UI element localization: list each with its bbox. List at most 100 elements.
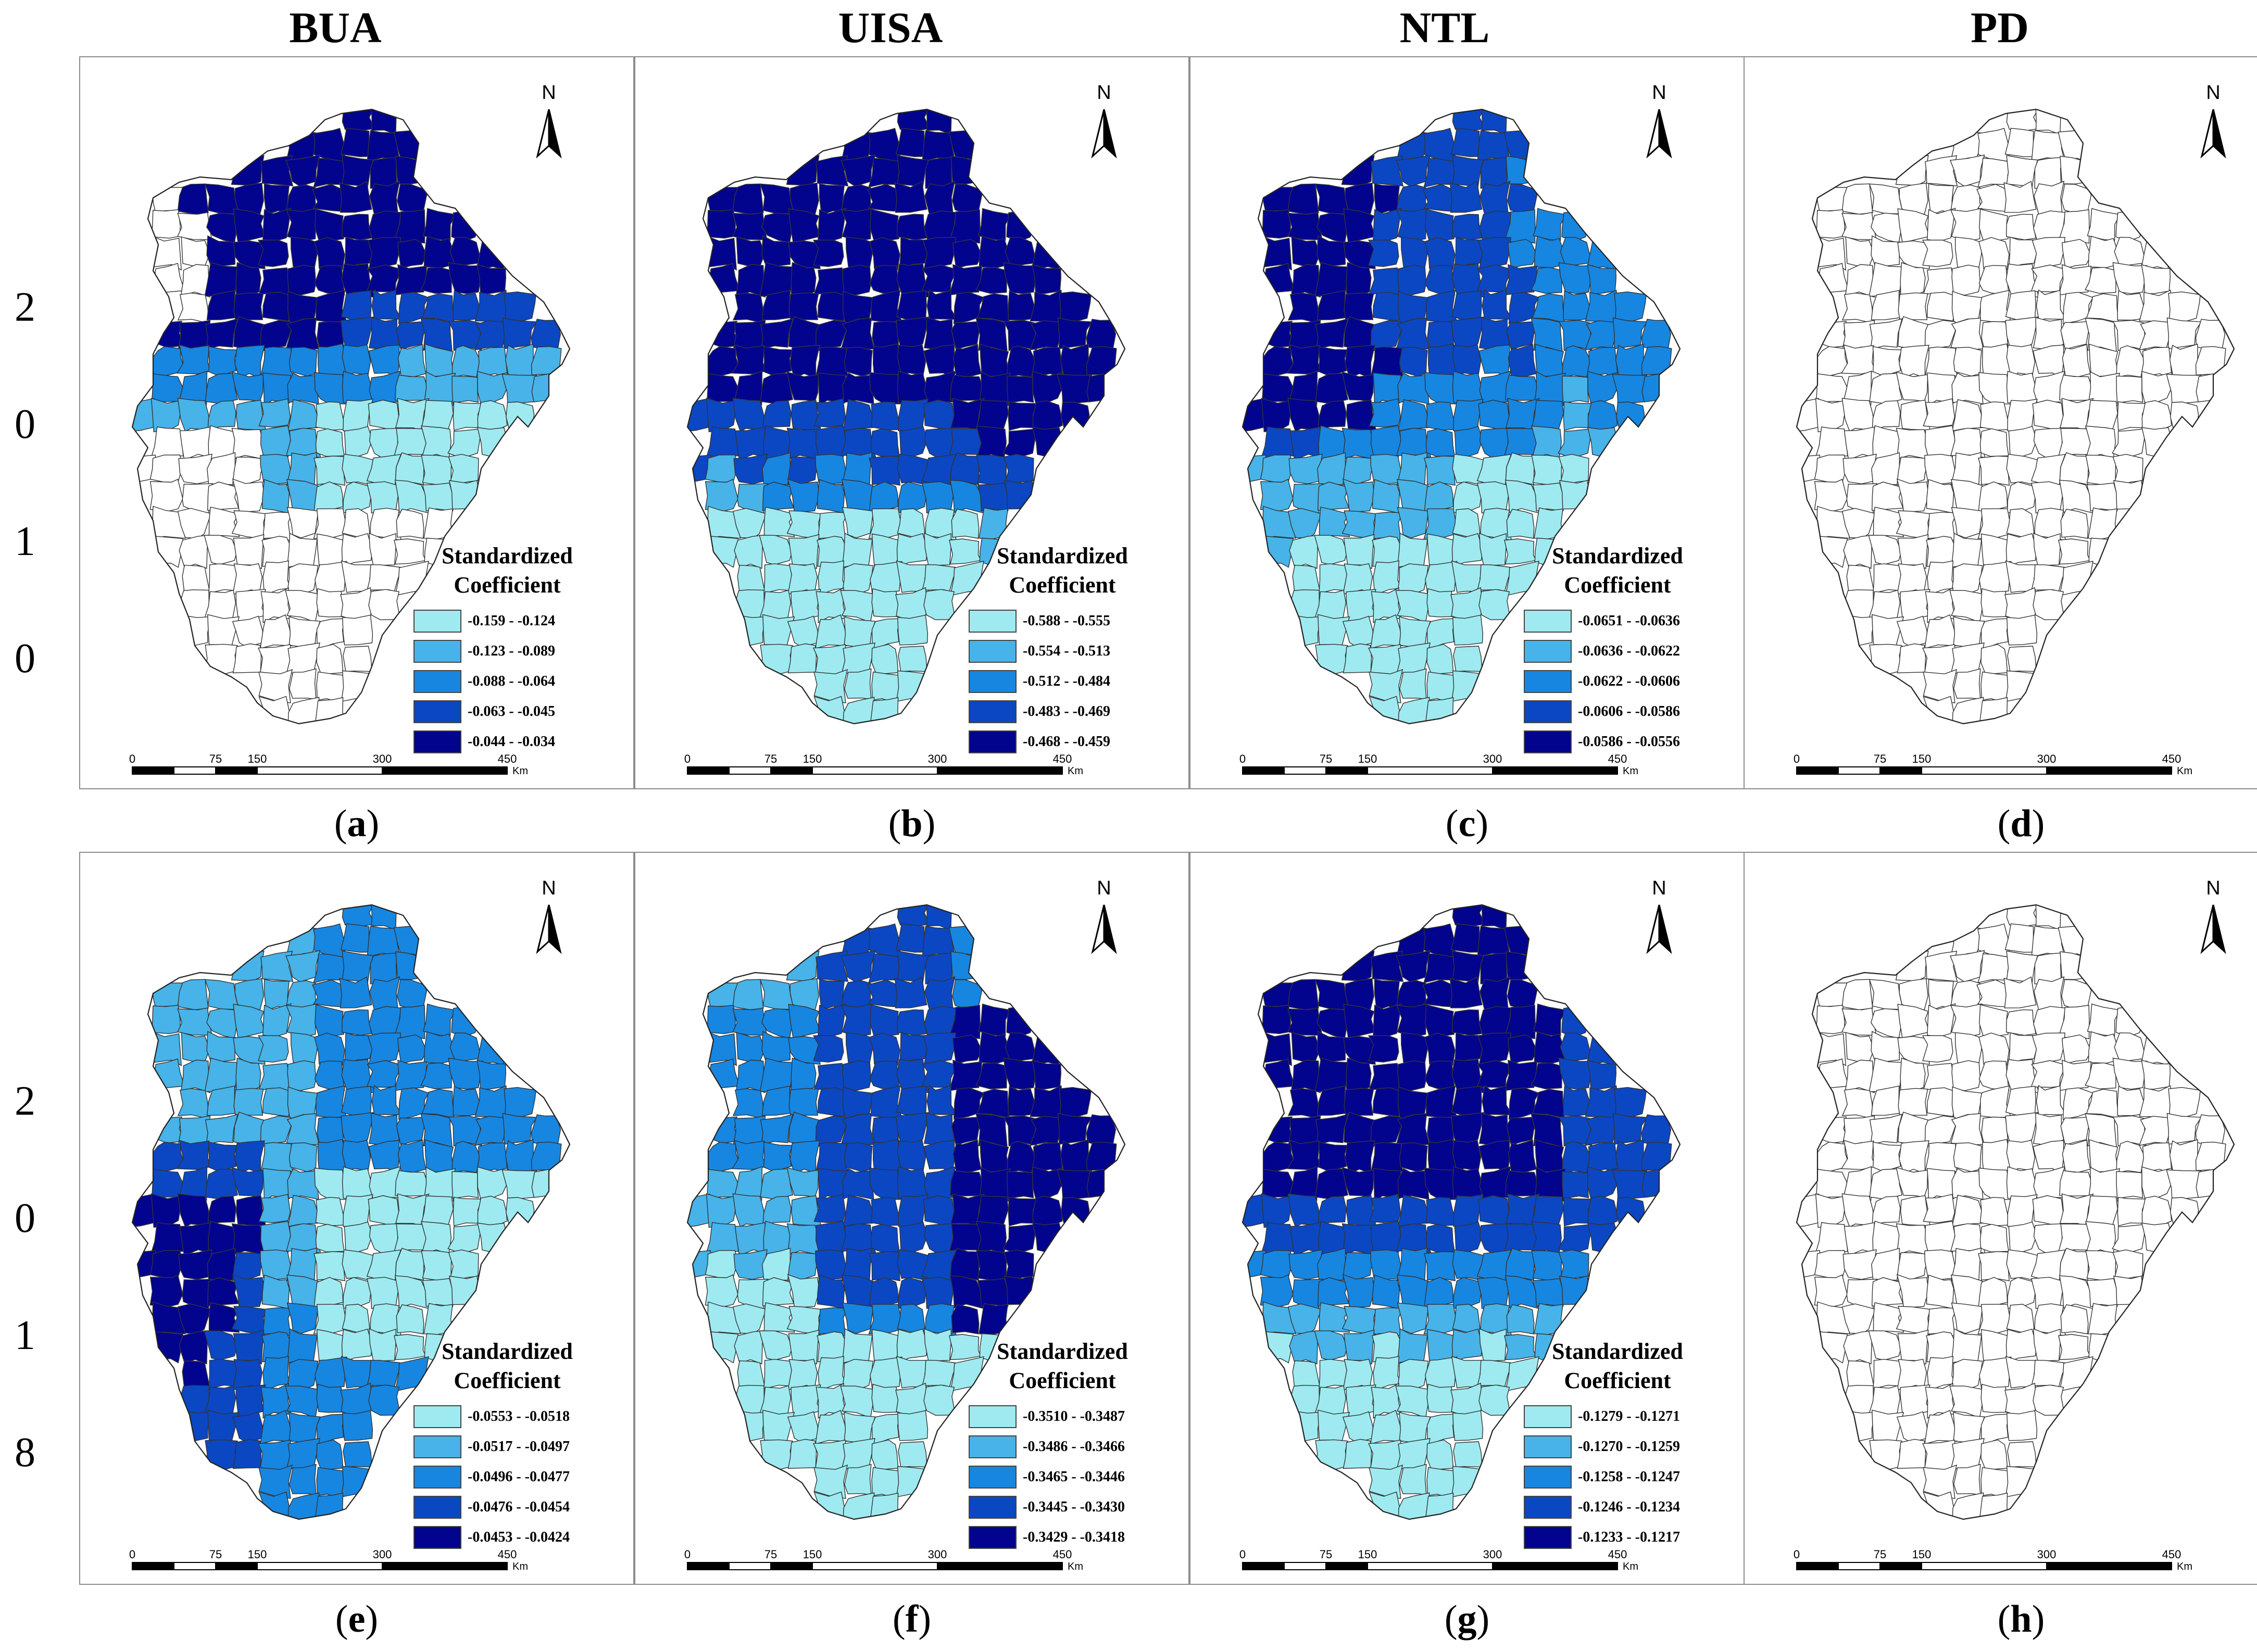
county-region — [1341, 427, 1375, 460]
county-region — [923, 399, 955, 432]
county-region — [231, 1223, 265, 1255]
county-region — [816, 951, 849, 982]
county-region — [760, 644, 793, 675]
county-region — [869, 456, 901, 486]
legend-range-label: -0.123 - -0.089 — [468, 643, 555, 659]
county-region — [1399, 347, 1428, 377]
county-region — [289, 1464, 317, 1495]
county-region — [2004, 128, 2034, 157]
county-region — [206, 235, 239, 268]
county-region — [896, 1112, 930, 1145]
county-region — [1451, 1086, 1482, 1117]
county-region — [1980, 1414, 2011, 1446]
county-region — [287, 399, 319, 432]
county-region — [1319, 1302, 1350, 1333]
county-region — [842, 399, 874, 432]
county-region — [898, 1277, 927, 1309]
county-region — [813, 398, 846, 428]
county-region — [2058, 538, 2091, 565]
county-region — [1814, 209, 1845, 239]
county-region — [232, 457, 267, 486]
county-region — [368, 589, 401, 621]
county-region — [1315, 1168, 1349, 1200]
county-region — [312, 979, 345, 1008]
county-region — [447, 428, 482, 459]
county-region — [924, 976, 956, 1012]
county-region — [2085, 1062, 2116, 1090]
county-region — [870, 1492, 899, 1519]
county-region — [1979, 1492, 2009, 1519]
county-region — [1922, 1440, 1957, 1471]
county-region — [788, 292, 819, 320]
county-region — [1872, 346, 1902, 377]
scale-unit-label: Km — [1068, 765, 1083, 777]
county-region — [2007, 646, 2037, 672]
county-region — [231, 427, 265, 460]
county-region — [1978, 237, 2010, 271]
county-region — [477, 427, 508, 458]
county-region — [979, 507, 1008, 539]
county-region — [2195, 1141, 2226, 1175]
county-region — [2166, 1169, 2202, 1200]
county-region — [923, 1195, 955, 1227]
county-region — [477, 1166, 508, 1200]
county-region — [477, 400, 508, 432]
legend-title: Standardized — [1552, 543, 1683, 569]
county-region — [2034, 181, 2065, 217]
county-region — [2032, 399, 2064, 432]
county-region — [1370, 425, 1401, 459]
county-region — [899, 236, 928, 270]
county-region — [1504, 264, 1538, 296]
legend-subtitle: Coefficient — [1009, 572, 1116, 598]
county-region — [897, 155, 929, 188]
county-region — [899, 1032, 928, 1066]
county-region — [2062, 1034, 2092, 1065]
county-region — [841, 1113, 875, 1145]
county-region — [2058, 209, 2090, 244]
county-region — [208, 1141, 238, 1172]
county-region — [341, 1009, 372, 1036]
scale-unit-label: Km — [1623, 1561, 1638, 1572]
north-label: N — [1652, 877, 1666, 899]
county-region — [818, 1168, 846, 1202]
county-region — [1397, 399, 1429, 432]
county-region — [476, 1032, 506, 1066]
county-region — [287, 372, 319, 405]
county-region — [1896, 427, 1929, 460]
county-region — [1314, 535, 1348, 565]
county-region — [1372, 1275, 1400, 1309]
panel-letter: a — [347, 802, 367, 845]
legend-subtitle: Coefficient — [454, 572, 561, 598]
county-region — [315, 1492, 344, 1519]
legend-swatch — [969, 1496, 1017, 1519]
county-region — [1290, 1060, 1321, 1093]
county-region — [287, 264, 317, 296]
county-region — [2007, 1277, 2036, 1309]
legend-range-label: -0.3429 - -0.3418 — [1023, 1529, 1125, 1545]
legend-range-label: -0.0586 - -0.0556 — [1578, 734, 1680, 750]
county-region — [205, 1439, 238, 1470]
county-region — [950, 156, 982, 185]
legend-item: -0.0651 - -0.0636 — [1524, 606, 1742, 636]
legend-swatch — [969, 700, 1017, 723]
county-region — [1814, 1274, 1848, 1307]
county-region — [1953, 1142, 1982, 1172]
county-region — [1424, 1277, 1454, 1308]
county-region — [761, 235, 794, 268]
county-region — [205, 644, 238, 675]
county-region — [368, 1384, 401, 1416]
county-region — [151, 1193, 185, 1228]
county-region — [813, 669, 848, 703]
county-region — [342, 905, 375, 928]
county-region — [894, 181, 927, 213]
legend-range-label: -0.0636 - -0.0622 — [1578, 643, 1680, 659]
county-region — [2059, 1170, 2093, 1196]
county-region — [341, 1328, 373, 1364]
county-region — [1927, 1168, 1955, 1202]
legend-range-label: -0.483 - -0.469 — [1023, 703, 1110, 720]
county-region — [2062, 1139, 2091, 1173]
county-region — [1373, 372, 1401, 407]
county-region — [760, 373, 794, 405]
county-region — [150, 1004, 181, 1035]
county-region — [733, 370, 763, 406]
